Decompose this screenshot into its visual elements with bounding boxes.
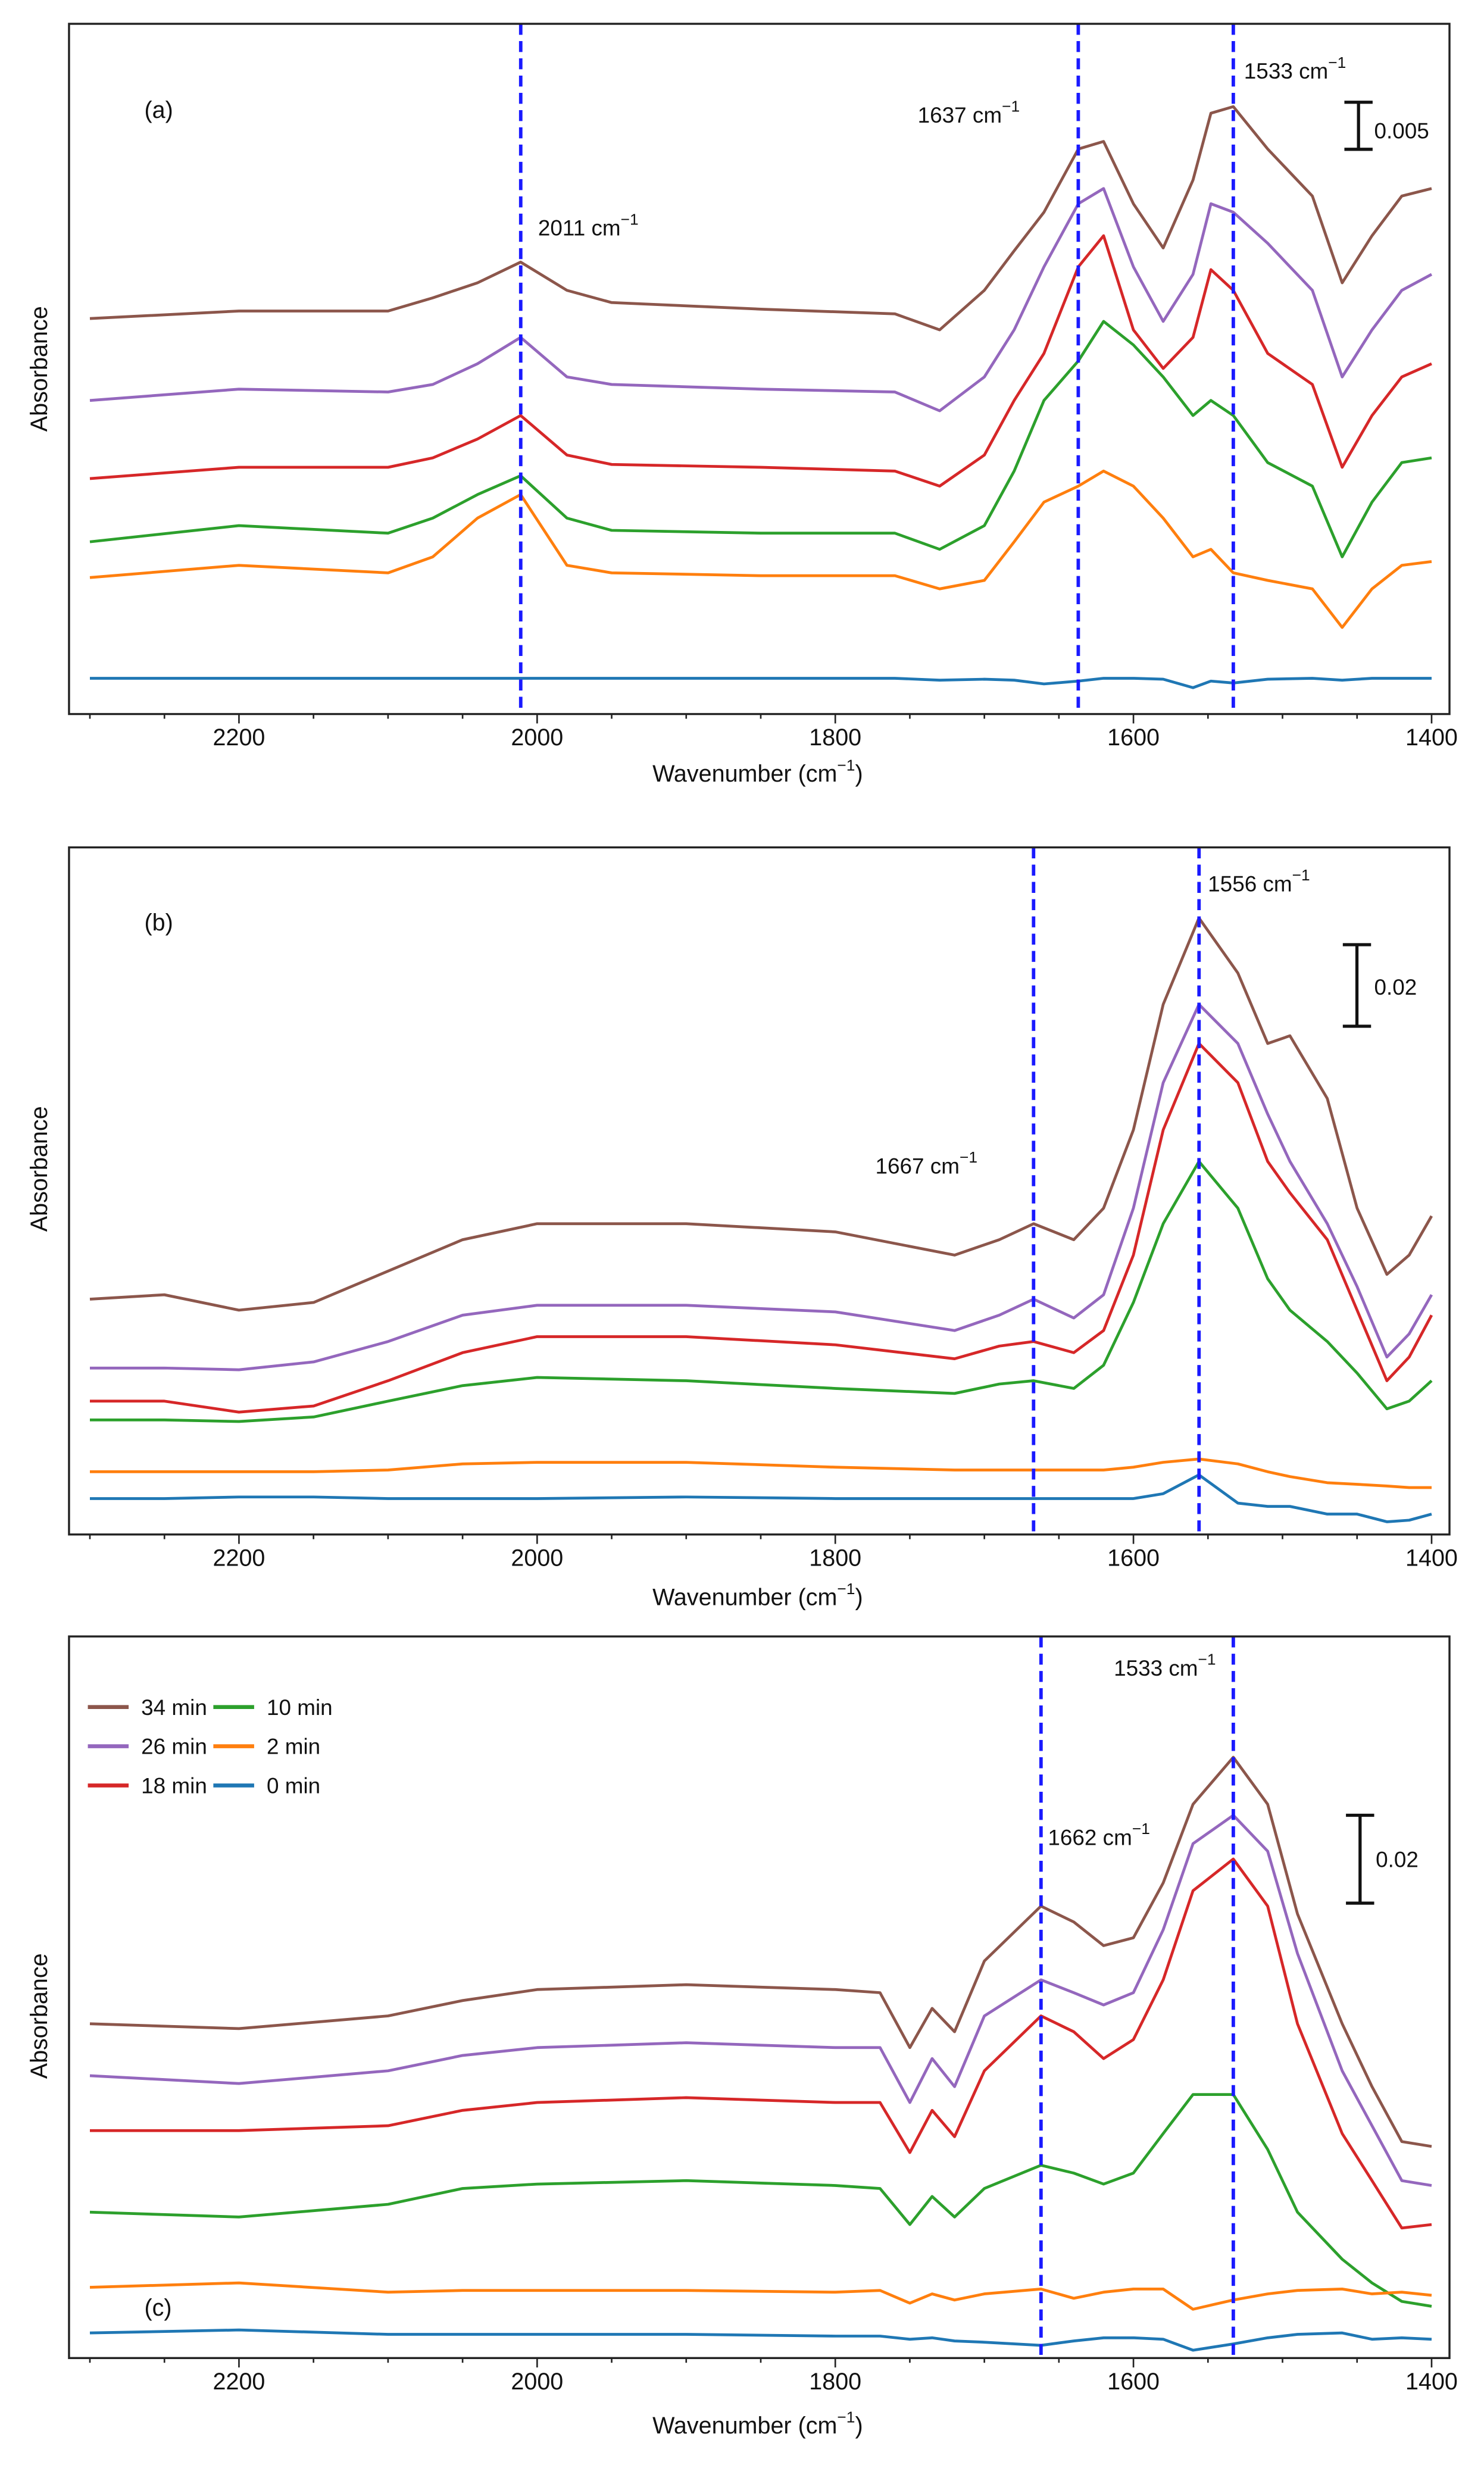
y-axis-label: Absorbance: [26, 1953, 52, 2079]
marker-label-2011: 2011 cm−1: [538, 210, 639, 240]
legend-label: 10 min: [267, 1695, 333, 1720]
series-line-0-min: [90, 1473, 1432, 1523]
marker-label-text: 1533 cm: [1244, 59, 1328, 83]
x-axis-label-end: ): [855, 761, 863, 787]
marker-label-1533: 1533 cm−1: [1114, 1651, 1216, 1680]
series-line-34-min: [89, 916, 1433, 1312]
x-tick-label: 1600: [1107, 724, 1160, 751]
marker-label-1667: 1667 cm−1: [876, 1148, 977, 1178]
x-tick-label: 1400: [1405, 724, 1458, 751]
legend-item: 0 min: [213, 1774, 320, 1798]
series-line-2-min: [90, 1457, 1432, 1489]
series-line-10-min: [89, 2093, 1432, 2308]
scale-bar-label: 0.02: [1376, 1847, 1419, 1872]
marker-label-sup: −1: [1198, 1651, 1216, 1669]
y-axis-label: Absorbance: [26, 1106, 52, 1232]
series-line-10-min: [89, 320, 1432, 558]
x-tick-label: 2000: [511, 724, 563, 751]
x-axis-label: Wavenumber (cm−1): [652, 756, 863, 786]
marker-label-text: 1667 cm: [876, 1154, 960, 1179]
x-axis-label-sup: −1: [837, 1580, 855, 1598]
marker-label-text: 1556 cm: [1208, 871, 1292, 896]
x-tick-label: 1600: [1107, 1545, 1160, 1572]
legend-label: 26 min: [141, 1735, 207, 1759]
marker-label-1662: 1662 cm−1: [1048, 1820, 1149, 1849]
marker-label-1533: 1533 cm−1: [1244, 54, 1346, 83]
scale-bar-label: 0.02: [1374, 975, 1417, 999]
legend-item: 18 min: [88, 1774, 207, 1798]
marker-label-sup: −1: [621, 210, 639, 228]
x-tick-label: 1800: [809, 2369, 861, 2395]
scale-bar: 0.02: [1342, 943, 1417, 1028]
x-tick-label: 2000: [511, 2369, 563, 2395]
series-line-18-min: [89, 234, 1432, 488]
marker-label-sup: −1: [1132, 1820, 1150, 1838]
series-line-2-min: [89, 469, 1432, 629]
x-axis-label-sup: −1: [837, 2408, 855, 2426]
scale-bar: 0.02: [1346, 1813, 1419, 1905]
marker-label-text: 1533 cm: [1114, 1656, 1198, 1680]
legend-item: 26 min: [88, 1735, 207, 1759]
x-tick-label: 2200: [213, 2369, 265, 2395]
marker-label-text: 1637 cm: [918, 103, 1002, 127]
legend-item: 34 min: [88, 1695, 207, 1720]
x-axis-label-text: Wavenumber (cm: [652, 1584, 837, 1610]
marker-label-1637: 1637 cm−1: [918, 98, 1020, 127]
plot-frame: [68, 846, 1451, 1536]
panel-label: (c): [144, 2295, 171, 2321]
x-tick-label: 1800: [809, 724, 861, 751]
x-tick-label: 2200: [213, 724, 265, 751]
plot-frame: [68, 1635, 1451, 2360]
series-line-18-min: [90, 1857, 1432, 2230]
series-line-26-min: [89, 1814, 1432, 2187]
y-axis-label: Absorbance: [26, 306, 52, 432]
series-line-0-min: [90, 677, 1432, 689]
x-tick-label: 1400: [1405, 1545, 1458, 1572]
x-axis-label-sup: −1: [837, 756, 855, 774]
series-line-18-min: [90, 1042, 1433, 1414]
x-tick-label: 2200: [213, 1545, 265, 1572]
series-line-0-min: [89, 2328, 1432, 2352]
scale-bar: 0.005: [1344, 101, 1429, 151]
x-axis-label-end: ): [855, 1584, 863, 1610]
legend: 34 min 10 min 26 min 2 min 18 min 0 min: [88, 1695, 333, 1798]
series-line-26-min: [89, 187, 1433, 413]
legend-label: 0 min: [267, 1774, 320, 1798]
x-tick-label: 2000: [511, 1545, 563, 1572]
panel-label: (a): [144, 97, 173, 123]
legend-label: 34 min: [141, 1695, 207, 1720]
panel-label: (b): [144, 910, 173, 936]
x-tick-label: 1600: [1107, 2369, 1160, 2395]
legend-label: 2 min: [267, 1735, 320, 1759]
scale-bar-label: 0.005: [1374, 118, 1429, 143]
series-line-2-min: [89, 2281, 1432, 2311]
legend-label: 18 min: [141, 1774, 207, 1798]
legend-item: 10 min: [213, 1695, 333, 1720]
x-tick-label: 1400: [1405, 2369, 1458, 2395]
plot-frame: [68, 23, 1451, 716]
marker-label-sup: −1: [1002, 98, 1020, 115]
x-tick-label: 1800: [809, 1545, 861, 1572]
series-line-34-min: [89, 105, 1432, 332]
series-line-26-min: [90, 1002, 1433, 1371]
legend-item: 2 min: [213, 1735, 320, 1759]
series-line-10-min: [90, 1160, 1433, 1423]
x-axis-label: Wavenumber (cm−1): [652, 1580, 863, 1610]
marker-label-sup: −1: [960, 1148, 977, 1166]
x-axis-label: Wavenumber (cm−1): [652, 2408, 863, 2438]
x-axis-label-text: Wavenumber (cm: [652, 2413, 837, 2439]
x-axis-label-end: ): [855, 2413, 863, 2439]
x-axis-label-text: Wavenumber (cm: [652, 761, 837, 787]
series-line-34-min: [89, 1755, 1432, 2148]
marker-label-text: 2011 cm: [538, 216, 621, 240]
marker-label-sup: −1: [1292, 866, 1310, 884]
marker-label-1556: 1556 cm−1: [1208, 866, 1310, 896]
marker-label-sup: −1: [1328, 54, 1346, 71]
marker-label-text: 1662 cm: [1048, 1826, 1132, 1850]
